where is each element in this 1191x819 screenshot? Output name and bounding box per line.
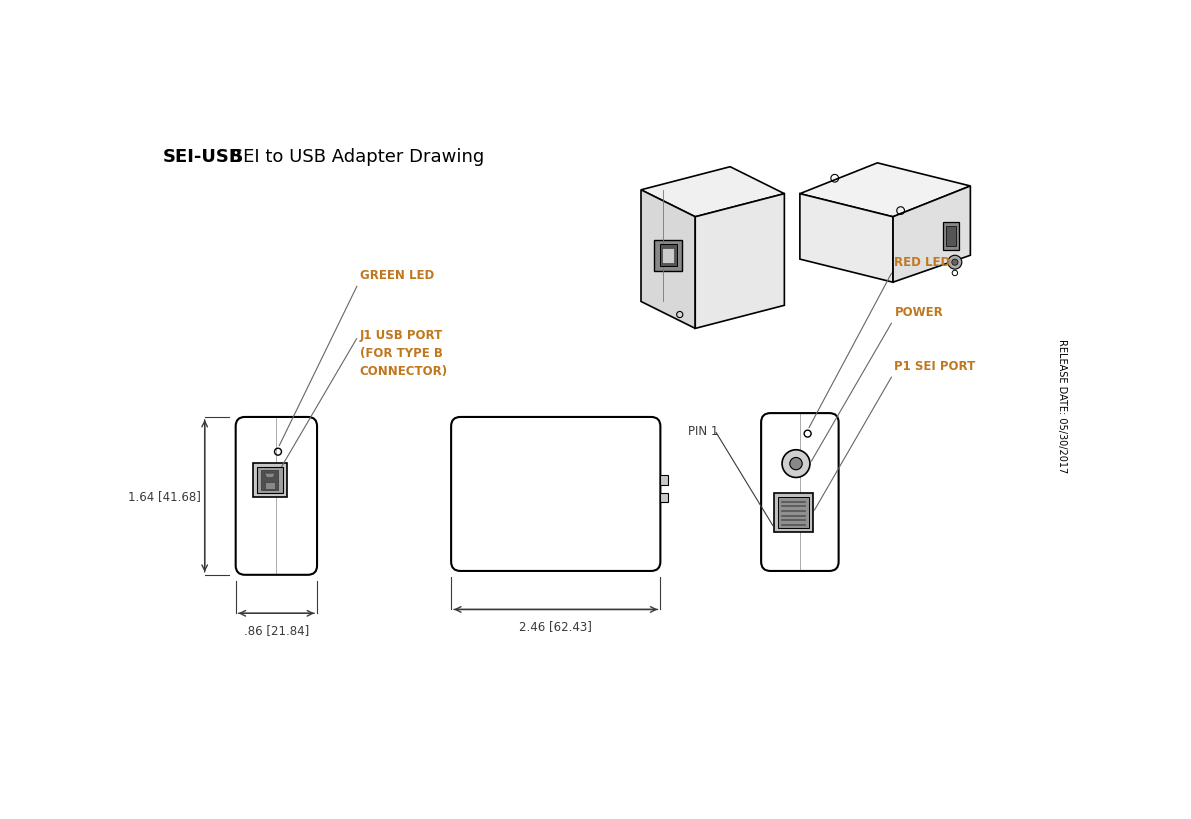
Text: .86 [21.84]: .86 [21.84]: [244, 622, 308, 636]
Polygon shape: [696, 194, 785, 329]
Text: J1 USB PORT
(FOR TYPE B
CONNECTOR): J1 USB PORT (FOR TYPE B CONNECTOR): [360, 329, 448, 378]
Polygon shape: [266, 482, 274, 489]
Polygon shape: [662, 248, 674, 264]
Polygon shape: [893, 187, 971, 283]
Polygon shape: [641, 191, 696, 329]
Text: POWER: POWER: [894, 306, 943, 319]
Polygon shape: [947, 227, 955, 247]
Polygon shape: [774, 494, 813, 532]
Polygon shape: [264, 473, 275, 478]
Text: P1 SEI PORT: P1 SEI PORT: [894, 360, 975, 373]
Polygon shape: [800, 194, 893, 283]
Circle shape: [790, 458, 803, 470]
Text: PIN 1: PIN 1: [687, 424, 718, 437]
Text: RELEASE DATE: 05/30/2017: RELEASE DATE: 05/30/2017: [1056, 339, 1067, 473]
Polygon shape: [641, 168, 785, 218]
Circle shape: [952, 260, 958, 266]
Polygon shape: [257, 468, 283, 494]
Circle shape: [782, 450, 810, 478]
Polygon shape: [943, 223, 959, 251]
Text: 1.64 [41.68]: 1.64 [41.68]: [127, 490, 201, 503]
Polygon shape: [660, 476, 668, 485]
Text: SEI-USB: SEI-USB: [163, 148, 243, 166]
Text: SEI to USB Adapter Drawing: SEI to USB Adapter Drawing: [226, 148, 485, 166]
Polygon shape: [800, 164, 971, 218]
Polygon shape: [660, 245, 676, 267]
Polygon shape: [654, 241, 682, 271]
Polygon shape: [778, 497, 809, 528]
Polygon shape: [261, 470, 279, 491]
Text: RED LED: RED LED: [894, 256, 950, 269]
Polygon shape: [660, 494, 668, 503]
Text: 2.46 [62.43]: 2.46 [62.43]: [519, 619, 592, 632]
Polygon shape: [252, 464, 287, 497]
Text: GREEN LED: GREEN LED: [360, 269, 434, 281]
Circle shape: [948, 256, 962, 269]
